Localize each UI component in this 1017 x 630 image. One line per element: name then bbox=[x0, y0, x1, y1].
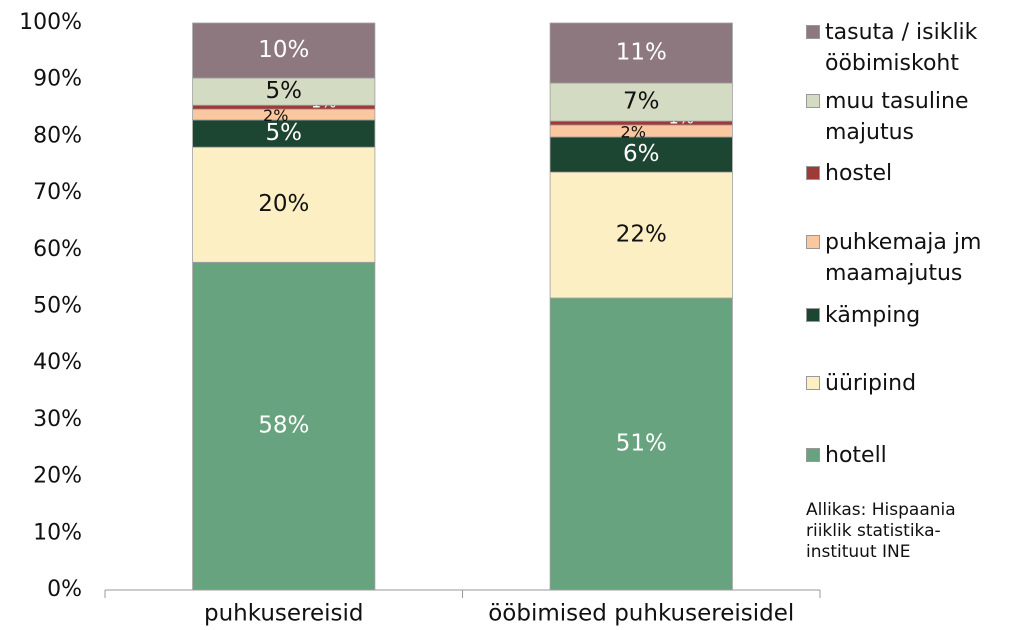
legend-swatch bbox=[806, 448, 820, 462]
legend-entry: hotell bbox=[806, 440, 1011, 471]
y-tick-label: 10% bbox=[33, 520, 82, 545]
legend-label: kämping bbox=[825, 303, 921, 328]
data-label: 6% bbox=[623, 141, 660, 167]
data-label: 11% bbox=[616, 40, 667, 66]
bar-segment bbox=[192, 119, 376, 148]
data-label: 20% bbox=[258, 191, 309, 217]
legend-label: muu tasuline majutus bbox=[825, 89, 969, 145]
bar-segment bbox=[549, 120, 733, 126]
legend-swatch bbox=[806, 25, 820, 39]
y-tick-label: 40% bbox=[33, 350, 82, 375]
y-tick-label: 60% bbox=[33, 237, 82, 262]
bar-segment bbox=[549, 82, 733, 122]
data-label: 10% bbox=[258, 37, 309, 63]
legend-entry: puhkemaja jm maamajutus bbox=[806, 227, 1011, 289]
data-label: 5% bbox=[266, 78, 303, 104]
bar-segment bbox=[192, 22, 376, 79]
y-tick-label: 70% bbox=[33, 180, 82, 205]
bar-segment bbox=[549, 171, 733, 299]
data-label: 7% bbox=[623, 89, 660, 115]
legend-swatch bbox=[806, 166, 820, 180]
legend-label: üüripind bbox=[825, 371, 917, 396]
legend-label: puhkemaja jm maamajutus bbox=[825, 230, 982, 286]
legend-label: tasuta / isiklik ööbimiskoht bbox=[825, 20, 978, 76]
source-note: Allikas: Hispaania riiklik statistika-in… bbox=[806, 500, 956, 562]
legend-label: hotell bbox=[825, 443, 887, 468]
data-label: 2% bbox=[263, 106, 288, 125]
y-tick-label: 30% bbox=[33, 407, 82, 432]
data-label: 51% bbox=[616, 430, 667, 456]
bar-segment bbox=[549, 136, 733, 173]
y-tick-label: 90% bbox=[33, 67, 82, 92]
legend-entry: muu tasuline majutus bbox=[806, 86, 1011, 148]
legend-swatch bbox=[806, 94, 820, 108]
x-tick-label: puhkusereisid bbox=[204, 601, 364, 627]
legend-entry: hostel bbox=[806, 158, 1011, 189]
bar-segment bbox=[549, 22, 733, 84]
legend-entry: kämping bbox=[806, 300, 1011, 331]
legend-entry: üüripind bbox=[806, 368, 1011, 399]
bar-segment bbox=[192, 146, 376, 263]
bar-segment bbox=[192, 104, 376, 110]
y-tick-label: 80% bbox=[33, 123, 82, 148]
legend-swatch bbox=[806, 376, 820, 390]
y-tick-label: 50% bbox=[33, 294, 82, 319]
data-label: 5% bbox=[266, 120, 303, 146]
x-tick-label: ööbimised puhkusereisidel bbox=[488, 601, 794, 627]
bar-segment bbox=[192, 261, 376, 591]
y-tick-label: 0% bbox=[47, 577, 82, 602]
y-tick-label: 20% bbox=[33, 464, 82, 489]
data-label: 22% bbox=[616, 222, 667, 248]
legend-swatch bbox=[806, 308, 820, 322]
legend-swatch bbox=[806, 235, 820, 249]
bar-segment bbox=[549, 297, 733, 591]
data-label: 2% bbox=[621, 123, 646, 142]
legend-entry: tasuta / isiklik ööbimiskoht bbox=[806, 17, 1011, 79]
y-tick-label: 100% bbox=[19, 10, 82, 35]
legend-label: hostel bbox=[825, 161, 893, 186]
data-label: 58% bbox=[258, 413, 309, 439]
